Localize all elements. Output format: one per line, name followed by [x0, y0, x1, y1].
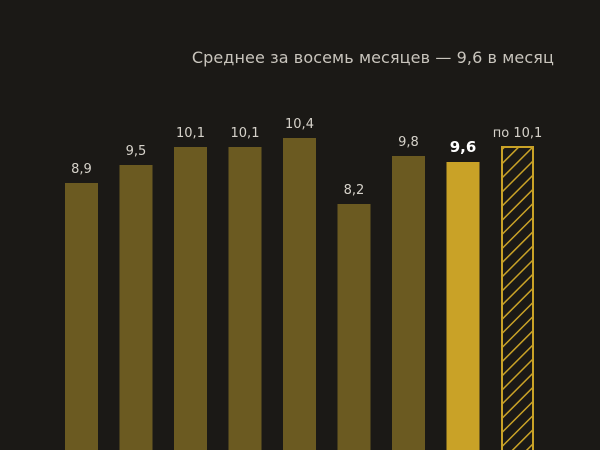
chart-subtitle: Среднее за восемь месяцев — 9,6 в месяц	[191, 48, 554, 67]
bar-value-label: 10,4	[285, 117, 314, 132]
bar	[174, 147, 207, 450]
bar-value-label: 8,2	[344, 183, 365, 198]
bar-highlight	[446, 162, 480, 450]
bar	[228, 147, 262, 450]
bar	[283, 138, 316, 450]
bar-value-label: по 10,1	[493, 126, 543, 141]
bar-value-label: 8,9	[71, 162, 92, 177]
bar	[119, 165, 153, 450]
bar-value-label: 9,6	[450, 138, 477, 156]
bar	[65, 183, 98, 450]
bar-value-label: 10,1	[231, 126, 260, 141]
bar-value-label: 10,1	[176, 126, 205, 141]
bar	[392, 156, 425, 450]
bar-value-label: 9,5	[126, 144, 147, 159]
bar	[337, 204, 371, 450]
bar-forecast	[501, 146, 534, 450]
bar-value-label: 9,8	[398, 135, 419, 150]
